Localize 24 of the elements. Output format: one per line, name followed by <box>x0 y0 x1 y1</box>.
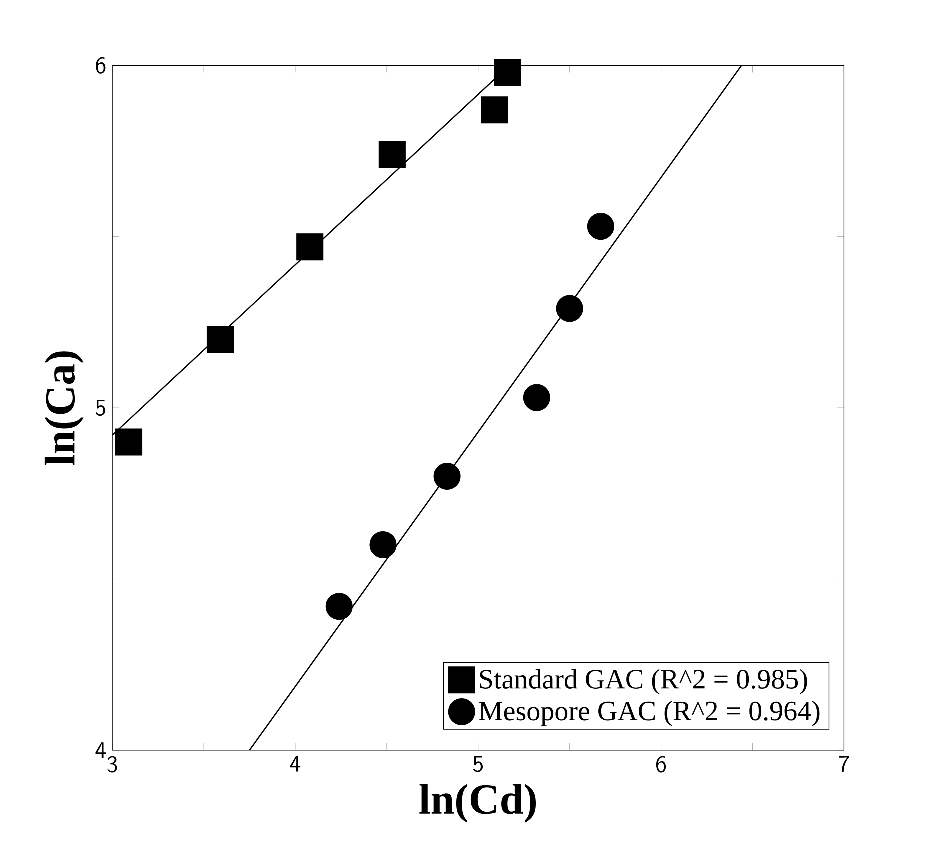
legend-label: Standard GAC (R^2 = 0.985) <box>480 669 808 695</box>
point <box>494 58 522 86</box>
point <box>326 592 353 620</box>
y-tick-label: 5 <box>96 400 106 416</box>
point <box>556 295 584 322</box>
x-tick-label: 5 <box>473 756 484 772</box>
point <box>206 326 234 353</box>
point <box>116 428 143 456</box>
point <box>587 212 614 240</box>
legend-label: Mesopore GAC (R^2 = 0.964) <box>479 700 820 726</box>
x-tick-label: 6 <box>656 756 666 773</box>
point <box>434 462 461 490</box>
point <box>378 141 406 168</box>
x-tick-label: 3 <box>108 756 118 773</box>
y-axis-title: ln(Ca) <box>44 351 84 466</box>
y-tick-label: 6 <box>96 57 106 74</box>
x-axis-title: ln(Cd) <box>420 784 536 823</box>
point <box>370 531 397 558</box>
point <box>481 96 508 124</box>
y-tick-label: 4 <box>96 742 106 758</box>
point <box>523 384 550 412</box>
x-tick-label: 4 <box>290 756 301 772</box>
x-tick-label: 7 <box>839 756 850 772</box>
point <box>296 233 324 260</box>
